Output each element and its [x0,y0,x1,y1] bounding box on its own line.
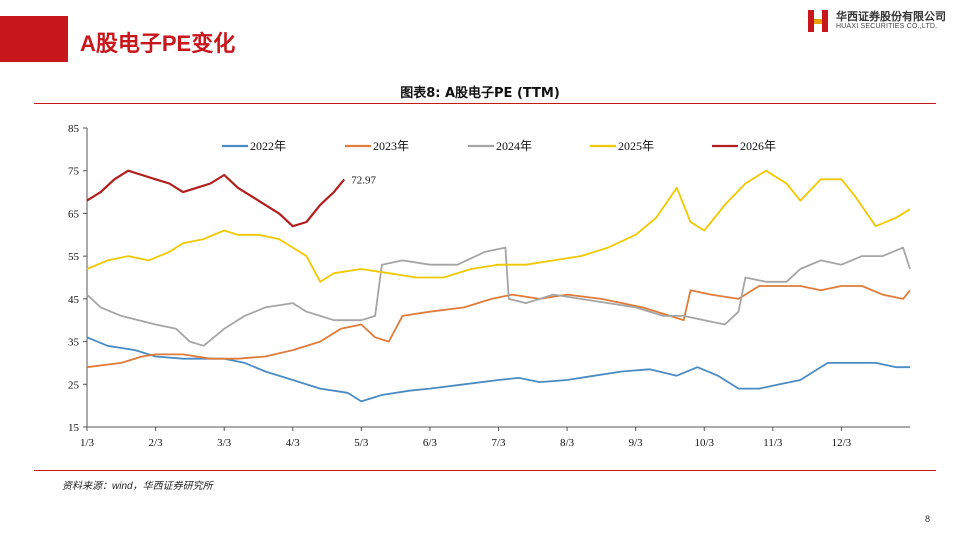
header-accent-bar [0,16,68,62]
y-tick-label: 85 [68,123,80,135]
legend-label-2025: 2025年 [618,139,654,153]
series-line-2025 [86,169,911,283]
legend-label-2024: 2024年 [496,139,532,153]
x-tick-label: 4/3 [286,437,301,449]
page-title: A股电子PE变化 [80,31,236,56]
page-number: 8 [924,514,930,524]
y-tick-label: 75 [68,166,80,178]
x-tick-label: 8/3 [560,437,575,449]
y-tick-label: 45 [68,294,80,306]
series-line-2023 [86,285,911,369]
x-tick-label: 6/3 [423,437,438,449]
series-line-2022 [86,336,910,403]
top-divider [34,103,936,104]
source-note: 资料来源：wind，华西证券研究所 [62,481,213,492]
company-logo: 华西证券股份有限公司 HUAXI SECURITIES CO.,LTD. [806,6,956,36]
chart-title: 图表8: A股电子PE (TTM) [400,86,560,101]
legend-label-2026: 2026年 [740,139,776,153]
y-tick-label: 65 [68,208,80,220]
x-tick-label: 12/3 [832,437,852,449]
legend-label-2022: 2022年 [250,139,286,153]
x-tick-label: 2/3 [149,437,164,449]
y-tick-label: 55 [68,251,80,263]
logo-name-en: HUAXI SECURITIES CO.,LTD. [836,23,938,30]
logo-name-cn: 华西证券股份有限公司 [836,10,946,23]
x-tick-label: 10/3 [694,437,714,449]
legend-label-2023: 2023年 [373,139,409,153]
bottom-divider [34,470,936,471]
x-tick-label: 9/3 [629,437,644,449]
x-tick-label: 3/3 [217,437,232,449]
series-line-2026 [86,169,346,228]
y-tick-label: 15 [68,422,80,434]
y-tick-label: 25 [68,379,80,391]
last-value-annotation: 72.97 [351,174,376,186]
x-tick-label: 1/3 [80,437,95,449]
x-tick-label: 11/3 [763,437,783,449]
huaxi-logo-icon [808,10,828,32]
x-tick-label: 7/3 [491,437,506,449]
x-tick-label: 5/3 [354,437,369,449]
y-tick-label: 35 [68,337,80,349]
series-line-2024 [86,246,911,347]
